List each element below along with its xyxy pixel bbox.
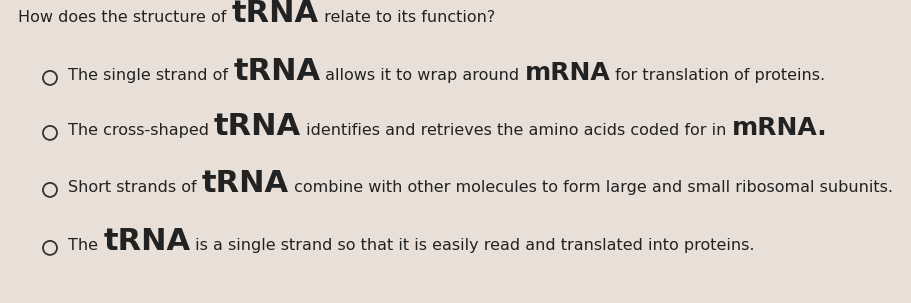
Text: How does the structure of: How does the structure of	[18, 10, 231, 25]
Text: allows it to wrap around: allows it to wrap around	[320, 68, 524, 83]
Text: tRNA: tRNA	[231, 0, 318, 28]
Text: for translation of proteins.: for translation of proteins.	[609, 68, 824, 83]
Text: tRNA: tRNA	[103, 227, 190, 256]
Text: The cross-shaped: The cross-shaped	[68, 123, 214, 138]
Text: mRNA.: mRNA.	[731, 116, 826, 140]
Text: is a single strand so that it is easily read and translated into proteins.: is a single strand so that it is easily …	[190, 238, 754, 253]
Text: identifies and retrieves the amino acids coded for in: identifies and retrieves the amino acids…	[301, 123, 731, 138]
Text: relate to its function?: relate to its function?	[318, 10, 495, 25]
Text: The: The	[68, 238, 103, 253]
Text: mRNA: mRNA	[524, 61, 609, 85]
Text: tRNA: tRNA	[233, 57, 320, 86]
Text: The single strand of: The single strand of	[68, 68, 233, 83]
Text: combine with other molecules to form large and small ribosomal subunits.: combine with other molecules to form lar…	[289, 180, 892, 195]
Text: tRNA: tRNA	[214, 112, 301, 141]
Text: Short strands of: Short strands of	[68, 180, 201, 195]
Text: tRNA: tRNA	[201, 169, 289, 198]
